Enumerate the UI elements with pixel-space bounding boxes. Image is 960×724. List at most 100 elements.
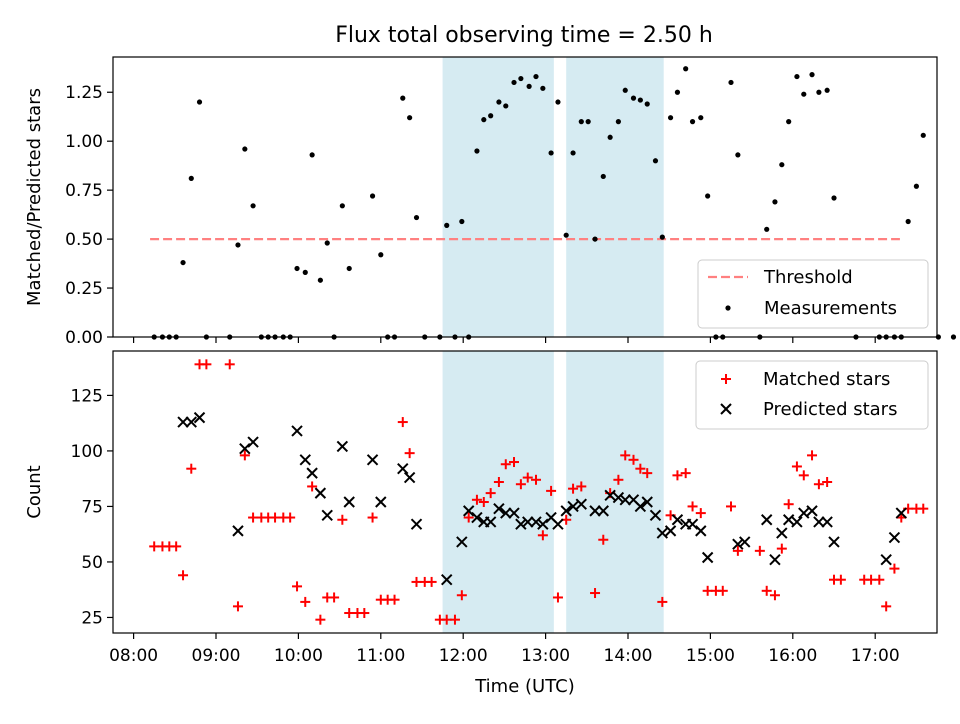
predicted-star-marker: [634, 500, 647, 513]
measurement-point: [570, 150, 576, 156]
matched-star-marker: [620, 450, 631, 461]
matched-star-marker: [754, 545, 765, 556]
measurement-point: [511, 79, 517, 86]
matched-star-marker: [628, 454, 639, 465]
matched-star-marker: [769, 590, 780, 601]
matched-star-marker: [813, 479, 824, 490]
matched-star-marker: [171, 541, 182, 552]
predicted-star-marker: [821, 516, 833, 528]
measurement-point: [196, 99, 203, 105]
measurement-point: [503, 103, 509, 109]
matched-star-marker: [537, 530, 548, 541]
x-tick-label: 17:00: [851, 646, 900, 666]
measurement-point: [615, 119, 621, 125]
x-tick-label: 10:00: [274, 646, 323, 666]
measurement-point: [831, 195, 837, 201]
predicted-star-marker: [649, 509, 662, 522]
predicted-star-marker: [397, 462, 409, 475]
matched-star-marker: [791, 461, 802, 472]
measurement-point: [250, 203, 256, 209]
measurement-point: [488, 113, 494, 119]
predicted-star-marker: [306, 467, 318, 479]
measurement-point: [794, 73, 800, 80]
predicted-star-marker: [806, 505, 818, 517]
legend-box: [697, 259, 929, 329]
measurement-point: [444, 222, 450, 228]
predicted-star-marker: [291, 425, 303, 437]
matched-star-marker: [642, 468, 653, 479]
predicted-star-marker: [375, 496, 387, 508]
measurement-point: [459, 218, 465, 225]
predicted-star-marker: [656, 527, 669, 539]
measurement-point: [555, 99, 561, 105]
matched-star-marker: [695, 508, 706, 519]
predicted-star-marker: [791, 516, 803, 528]
y-tick-label: 25: [81, 608, 103, 628]
matched-star-marker: [300, 596, 311, 607]
measurement-point: [950, 334, 957, 340]
y-tick-label: 50: [81, 553, 103, 573]
measurement-point: [637, 97, 643, 103]
count-axes: 25 50 75 100 125 Count 08:00 09:00 10:00 11:00 12:…: [24, 350, 938, 697]
y-tick-label: 0.50: [65, 230, 103, 250]
matched-star-marker: [315, 614, 326, 625]
predicted-star-marker: [732, 538, 744, 550]
legend-predicted-swatch: [720, 403, 732, 415]
matched-star-marker: [463, 512, 474, 523]
predicted-star-marker: [760, 514, 773, 526]
predicted-star-marker: [567, 500, 579, 513]
matched-star-marker: [509, 457, 520, 468]
measurement-point: [518, 75, 524, 82]
measurement-point: [346, 265, 352, 272]
predicted-star-marker: [366, 454, 379, 466]
predicted-star-marker: [500, 507, 512, 519]
matched-star-marker: [329, 592, 340, 603]
measurement-point: [407, 115, 413, 121]
matched-star-marker: [404, 448, 415, 459]
predicted-star-marker: [641, 496, 653, 508]
measurement-point: [339, 203, 345, 209]
predicted-star-marker: [343, 496, 355, 508]
matched-star-marker: [493, 477, 504, 488]
measurement-point: [324, 240, 330, 246]
measurement-point: [540, 85, 546, 91]
axes-frame: [112, 350, 938, 634]
matched-star-marker: [186, 463, 197, 474]
measurement-point: [496, 99, 502, 105]
predicted-star-marker: [880, 554, 892, 566]
matched-star-marker: [337, 514, 348, 525]
matched-star-marker: [590, 588, 601, 599]
predicted-star-marker: [597, 505, 609, 517]
measurement-point: [317, 277, 323, 283]
predicted-star-marker: [604, 489, 616, 502]
measurement-point: [705, 193, 711, 199]
matched-star-marker: [239, 450, 250, 461]
measurement-point: [526, 83, 532, 89]
axes-frame: [112, 56, 938, 338]
predicted-star-marker: [508, 507, 520, 519]
ratio-axes: 0.00 0.25 0.50 0.75 1.00 1.25 Matched/Predicte…: [24, 56, 957, 348]
predicted-star-marker: [299, 454, 311, 466]
predicted-star-marker: [247, 436, 259, 448]
matched-star-marker: [359, 608, 370, 619]
matched-star-marker: [657, 596, 668, 607]
x-axis-label: Time (UTC): [474, 676, 575, 697]
matched-star-marker: [776, 543, 787, 554]
matched-star-marker: [201, 359, 212, 370]
x-tick-label: 09:00: [192, 646, 241, 666]
legend-matched-label: Matched stars: [763, 369, 890, 390]
y-tick-label: 0.75: [65, 181, 103, 201]
predicted-star-marker: [813, 516, 825, 528]
predicted-star-marker: [177, 416, 189, 428]
matched-star-marker: [687, 501, 698, 512]
measurement-point: [235, 242, 241, 248]
y-tick-label: 1.25: [65, 83, 103, 103]
matched-star-marker: [456, 590, 467, 601]
matched-star-marker: [598, 534, 609, 545]
measurement-point: [548, 150, 554, 156]
matched-star-marker: [717, 585, 728, 596]
legend-matched-swatch: [721, 374, 731, 384]
measurement-point: [481, 117, 487, 123]
y-tick-label: 100: [71, 442, 103, 462]
predicted-star-marker: [671, 514, 684, 526]
